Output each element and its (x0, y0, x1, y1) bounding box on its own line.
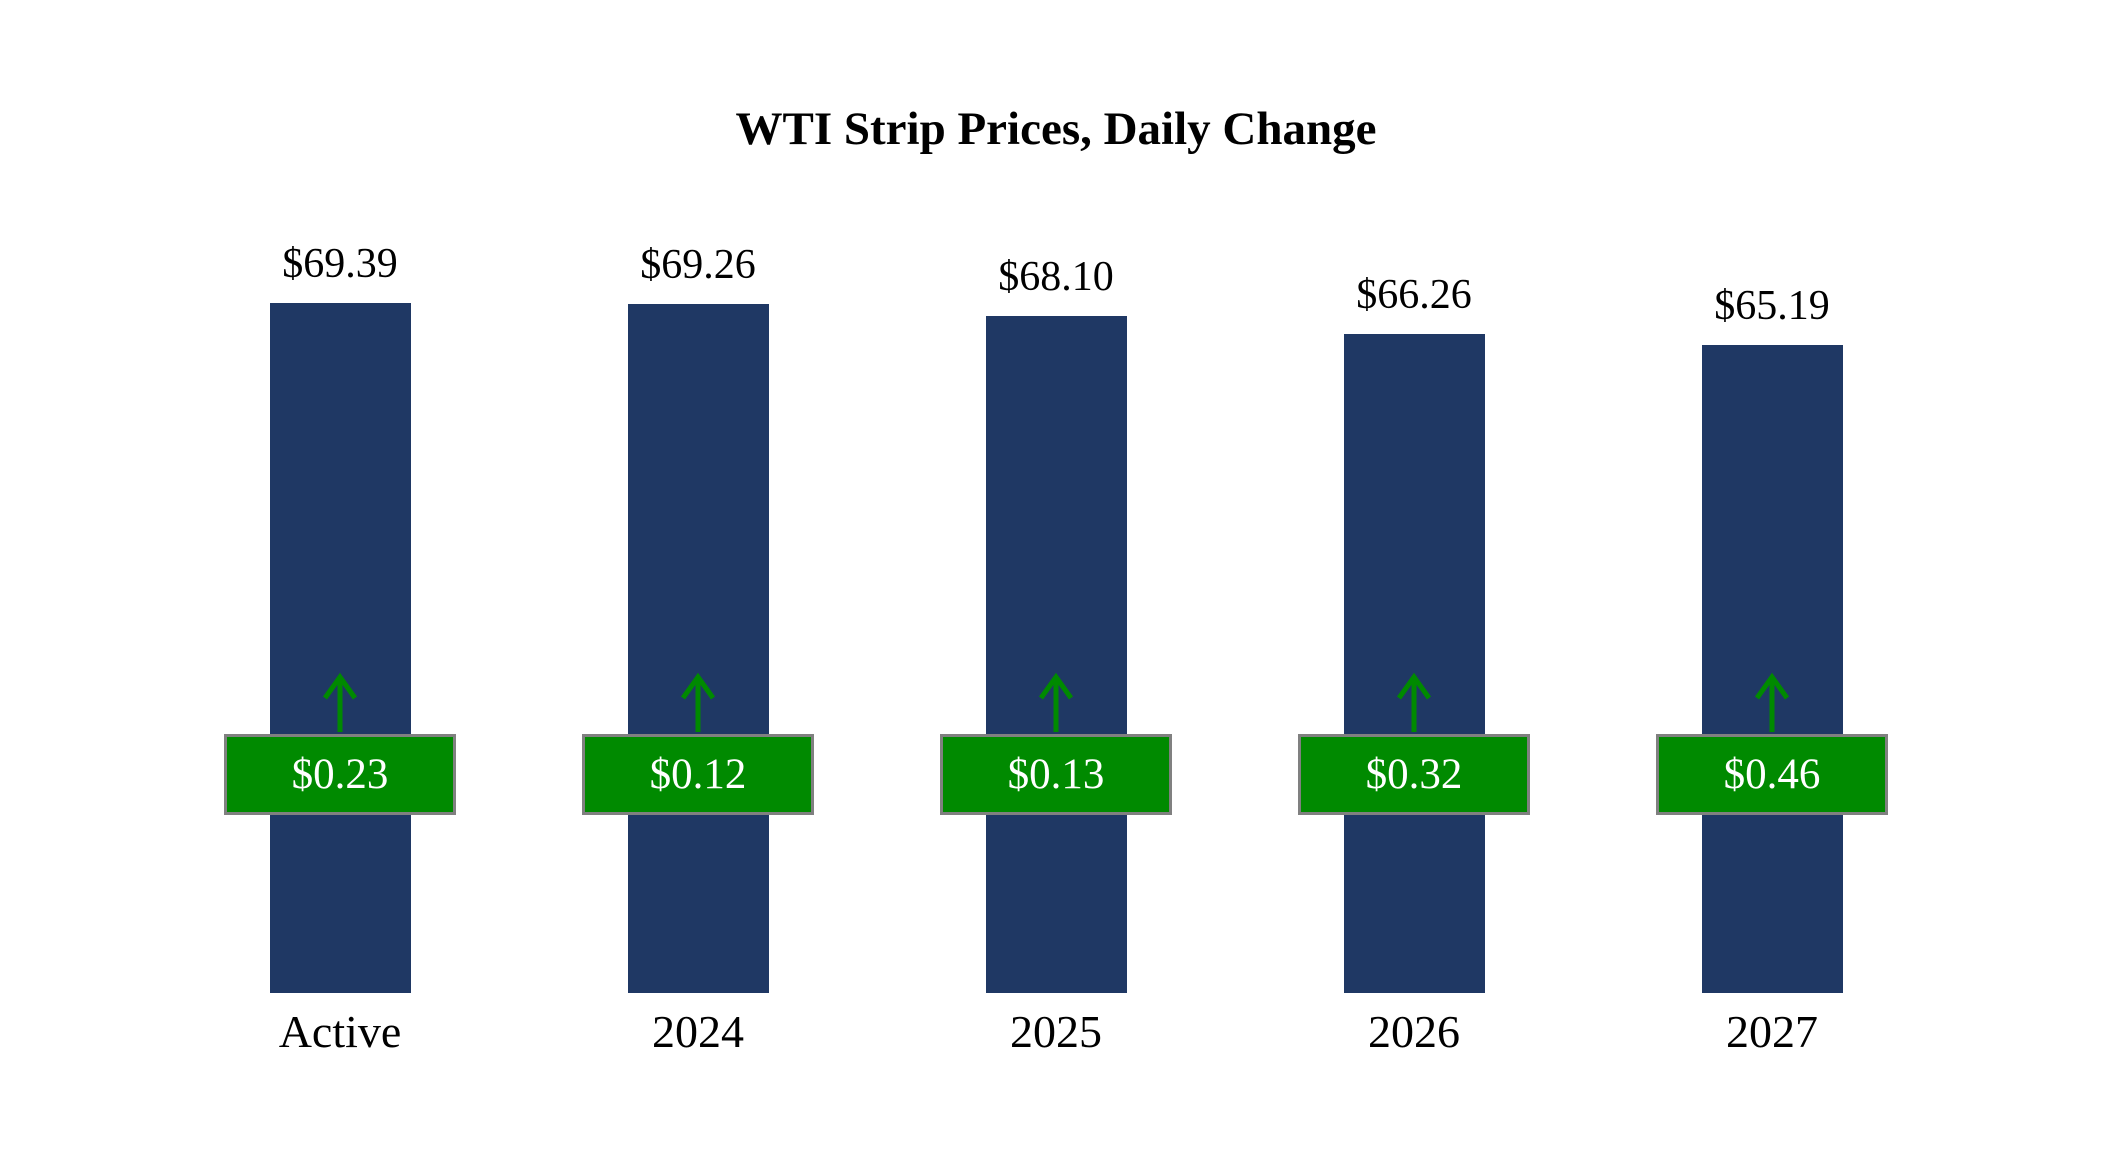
price-label: $66.26 (1356, 271, 1472, 318)
daily-change-badge: $0.23 (224, 734, 456, 815)
bar-group-active: $69.39 $0.23 Active (161, 230, 519, 1058)
category-label: 2026 (1368, 1006, 1460, 1057)
up-arrow-icon (674, 672, 722, 734)
price-bar (1343, 334, 1485, 993)
bar-area: $69.26 $0.12 (519, 230, 877, 993)
bar-group-2024: $69.26 $0.12 2024 (519, 230, 877, 1058)
price-label: $69.39 (282, 240, 398, 287)
bar-area: $69.39 $0.23 (161, 230, 519, 993)
daily-change-badge: $0.46 (1656, 734, 1888, 815)
category-label: 2025 (1010, 1006, 1102, 1057)
price-bar (985, 316, 1127, 993)
bar-area: $68.10 $0.13 (877, 230, 1235, 993)
up-arrow-icon (1032, 672, 1080, 734)
daily-change-badge: $0.32 (1298, 734, 1530, 815)
price-label: $68.10 (998, 253, 1114, 300)
price-bar (1701, 345, 1843, 993)
chart-title: WTI Strip Prices, Daily Change (735, 103, 1377, 155)
bar-area: $66.26 $0.32 (1235, 230, 1593, 993)
category-label: 2027 (1726, 1006, 1818, 1057)
bar-group-2026: $66.26 $0.32 2026 (1235, 230, 1593, 1058)
up-arrow-icon (1748, 672, 1796, 734)
price-label: $65.19 (1714, 282, 1830, 329)
price-bar (269, 303, 411, 993)
daily-change-badge: $0.12 (582, 734, 814, 815)
bar-group-2027: $65.19 $0.46 2027 (1593, 230, 1951, 1058)
price-bar (627, 304, 769, 993)
up-arrow-icon (316, 672, 364, 734)
bar-area: $65.19 $0.46 (1593, 230, 1951, 993)
category-label: 2024 (652, 1006, 744, 1057)
bar-group-2025: $68.10 $0.13 2025 (877, 230, 1235, 1058)
category-label: Active (278, 1006, 402, 1057)
daily-change-badge: $0.13 (940, 734, 1172, 815)
bar-chart: $69.39 $0.23 Active $69.26 (161, 230, 1951, 1058)
up-arrow-icon (1390, 672, 1438, 734)
price-label: $69.26 (640, 241, 756, 288)
